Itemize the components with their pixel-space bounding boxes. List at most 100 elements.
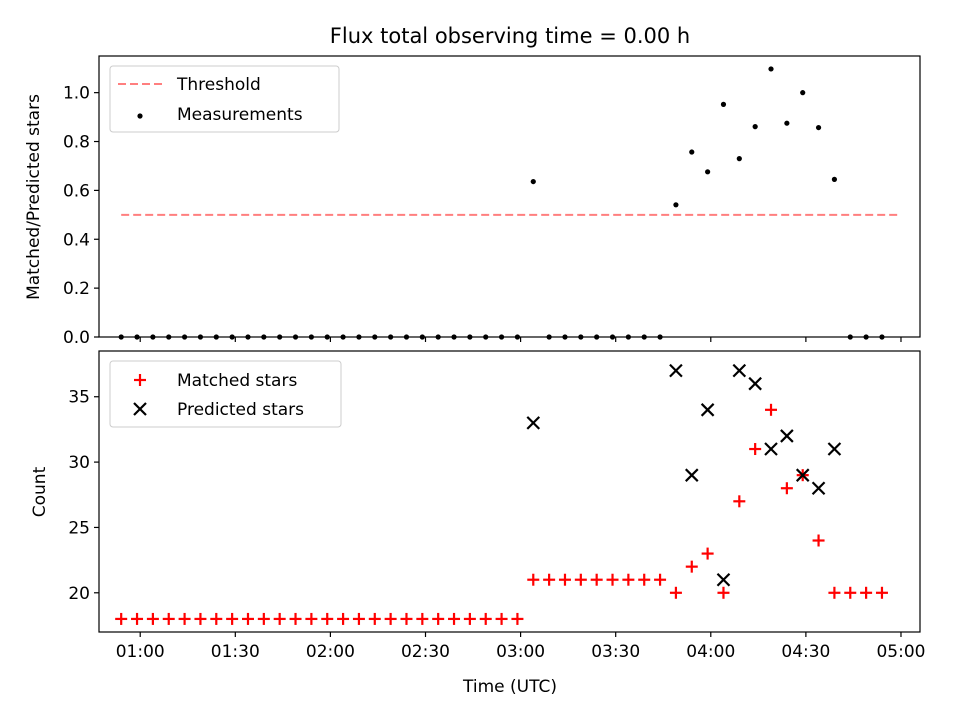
matched-point xyxy=(654,573,667,586)
matched-point xyxy=(765,403,778,416)
top-y-tick-label: 0.0 xyxy=(63,328,90,348)
matched-point xyxy=(305,612,318,625)
measurement-point xyxy=(356,334,362,340)
predicted-point xyxy=(684,468,699,482)
predicted-point xyxy=(764,442,778,456)
matched-point xyxy=(875,586,888,599)
measurement-point xyxy=(213,334,219,340)
top-y-tick-label: 0.8 xyxy=(63,133,90,153)
bottom-y-axis-label: Count xyxy=(30,466,50,517)
bottom-y-tick-label: 20 xyxy=(68,584,90,604)
matched-point xyxy=(146,612,159,625)
measurement-point xyxy=(768,66,774,72)
measurement-point xyxy=(451,334,457,340)
matched-point xyxy=(178,612,191,625)
matched-point xyxy=(115,612,128,625)
legend-measurements-swatch xyxy=(137,113,143,119)
measurement-point xyxy=(530,178,536,185)
matched-point xyxy=(733,495,746,508)
matched-point xyxy=(257,612,270,625)
matched-point xyxy=(828,586,841,599)
top-legend-box xyxy=(109,65,340,133)
predicted-point xyxy=(716,572,731,587)
measurement-point xyxy=(372,334,378,340)
top-y-ticks: 0.0 0.2 0.4 0.6 0.8 1.0 xyxy=(63,84,99,348)
matched-point xyxy=(210,612,223,625)
measurement-point xyxy=(641,334,647,340)
predicted-point xyxy=(748,376,762,391)
x-tick-label: 01:00 xyxy=(116,642,165,662)
measurement-point xyxy=(403,334,410,340)
x-tick-label: 02:30 xyxy=(401,642,450,662)
matched-point xyxy=(590,573,603,586)
matched-point xyxy=(860,586,873,599)
measurement-point xyxy=(324,334,330,340)
measurement-point xyxy=(150,334,156,340)
measurement-point xyxy=(245,334,251,340)
matched-point xyxy=(749,443,762,456)
bottom-legend-box xyxy=(109,360,342,428)
measurement-point xyxy=(657,334,663,340)
predicted-point xyxy=(700,403,715,417)
legend-predicted-label: Predicted stars xyxy=(177,400,304,420)
matched-point xyxy=(606,573,619,586)
measurement-point xyxy=(340,334,346,340)
legend-measurements-label: Measurements xyxy=(177,105,303,125)
bottom-legend: Matched stars Predicted stars xyxy=(109,360,342,428)
top-legend: Threshold Measurements xyxy=(109,65,340,133)
matched-points xyxy=(115,403,888,625)
x-axis-label: Time (UTC) xyxy=(462,677,557,697)
matched-point xyxy=(131,612,144,625)
matched-point xyxy=(511,612,524,625)
matched-point xyxy=(241,612,254,625)
matched-point xyxy=(479,612,492,625)
top-y-tick-label: 0.4 xyxy=(63,230,90,250)
top-panel: 0.0 0.2 0.4 0.6 0.8 1.0 Matched/Predicted sta… xyxy=(24,55,921,348)
measurement-point xyxy=(800,90,806,96)
measurement-point xyxy=(736,156,742,162)
matched-point xyxy=(400,612,413,625)
matched-point xyxy=(543,573,556,586)
measurement-point xyxy=(831,176,838,182)
predicted-point xyxy=(780,429,794,443)
measurement-point xyxy=(134,334,140,340)
top-y-tick-label: 0.2 xyxy=(63,279,90,299)
x-tick-label: 04:30 xyxy=(781,642,830,662)
measurement-point xyxy=(277,334,283,340)
bottom-x-ticks: 01:00 01:30 02:00 02:30 03:00 03:30 04:00 04:30… xyxy=(116,632,925,662)
top-x-ticks xyxy=(139,337,902,342)
legend-matched-label: Matched stars xyxy=(177,371,297,391)
bottom-y-tick-label: 25 xyxy=(68,518,90,538)
measurement-point xyxy=(229,334,235,340)
matched-point xyxy=(337,612,350,625)
matched-point xyxy=(638,573,651,586)
measurement-point xyxy=(388,334,394,340)
matched-point xyxy=(527,573,540,586)
matched-point xyxy=(717,586,730,599)
matched-point xyxy=(558,573,571,586)
matched-point xyxy=(321,612,334,625)
legend-predicted-swatch xyxy=(133,402,147,416)
measurement-point xyxy=(625,334,631,340)
x-tick-label: 01:30 xyxy=(211,642,260,662)
predicted-point xyxy=(669,363,683,378)
matched-point xyxy=(432,612,445,625)
measurement-point xyxy=(578,334,584,340)
bottom-y-tick-label: 35 xyxy=(68,388,90,408)
matched-point xyxy=(701,547,714,560)
legend-matched-swatch xyxy=(134,374,146,386)
matched-point xyxy=(844,586,857,599)
measurement-point xyxy=(673,202,679,208)
matched-point xyxy=(574,573,587,586)
x-tick-label: 03:30 xyxy=(591,642,640,662)
measurement-point xyxy=(863,334,869,340)
measurement-point xyxy=(197,334,204,340)
measurement-point xyxy=(483,334,489,340)
matched-point xyxy=(622,573,635,586)
measurement-point xyxy=(609,334,616,340)
measurement-points xyxy=(118,66,885,340)
matched-point xyxy=(416,612,429,625)
legend-threshold-label: Threshold xyxy=(176,75,261,95)
